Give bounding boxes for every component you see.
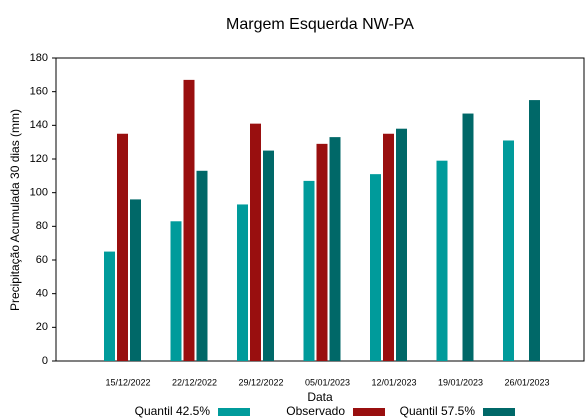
bar	[383, 133, 394, 361]
bar	[462, 113, 474, 361]
bar	[529, 100, 540, 361]
legend-label: Quantil 57.5%	[400, 404, 476, 418]
legend-swatch	[353, 408, 385, 416]
bar	[104, 251, 115, 361]
bar	[263, 150, 274, 361]
y-tick-label: 60	[36, 254, 48, 266]
x-tick-label: 22/12/2022	[172, 377, 217, 387]
bar	[303, 180, 315, 361]
y-axis-label: Precipitação Acumulada 30 dias (mm)	[8, 109, 22, 311]
x-tick-label: 26/01/2023	[504, 377, 549, 387]
bar	[170, 221, 182, 361]
bar	[237, 204, 248, 361]
y-tick-label: 140	[30, 119, 48, 131]
legend-swatch	[218, 408, 250, 416]
x-tick-label: 12/01/2023	[371, 377, 416, 387]
x-tick-label: 15/12/2022	[105, 377, 150, 387]
x-tick-label: 29/12/2022	[238, 377, 283, 387]
bar	[250, 123, 261, 362]
x-tick-label: 19/01/2023	[438, 377, 483, 387]
bar	[117, 133, 128, 361]
y-tick-label: 40	[36, 288, 48, 300]
chart-title: Margem Esquerda NW-PA	[226, 16, 414, 33]
y-tick-label: 180	[30, 52, 48, 64]
legend-label: Observado	[286, 404, 345, 418]
y-tick-label: 100	[30, 187, 48, 199]
y-tick-label: 0	[42, 355, 48, 367]
y-tick-label: 160	[30, 86, 48, 98]
bar	[196, 170, 208, 361]
bar	[183, 79, 195, 361]
bar	[396, 128, 407, 361]
bar	[130, 199, 141, 361]
x-tick-label: 05/01/2023	[305, 377, 350, 387]
y-tick-label: 80	[36, 220, 48, 232]
y-tick-label: 20	[36, 321, 48, 333]
x-axis-label: Data	[307, 390, 333, 404]
legend-swatch	[483, 408, 515, 416]
bar	[329, 137, 341, 361]
legend-label: Quantil 42.5%	[135, 404, 211, 418]
y-tick-label: 120	[30, 153, 48, 165]
bar	[503, 140, 514, 361]
bar	[370, 174, 381, 361]
bar	[316, 143, 328, 361]
bar	[436, 160, 448, 361]
